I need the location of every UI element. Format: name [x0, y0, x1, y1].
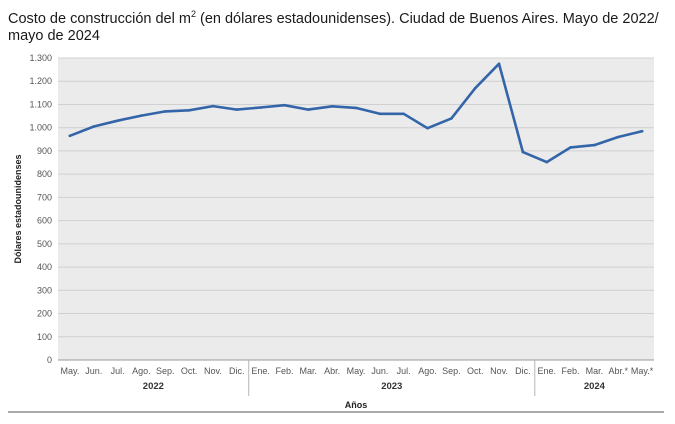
y-tick-label: 900 — [37, 146, 52, 156]
data-point — [283, 103, 286, 107]
x-tick-label: Ago. — [418, 366, 437, 376]
y-tick-label: 1.200 — [29, 76, 52, 86]
data-point — [497, 62, 501, 66]
x-tick-label: Mar. — [586, 366, 604, 376]
y-tick-label: 700 — [37, 192, 52, 202]
data-point — [259, 106, 262, 109]
data-point — [140, 114, 143, 117]
x-tick-label: Jun. — [85, 366, 102, 376]
data-point — [307, 108, 310, 111]
data-point — [640, 129, 644, 133]
gridlines — [58, 57, 654, 361]
data-point — [593, 143, 596, 147]
data-point — [211, 104, 215, 108]
x-tick-label: Dic. — [229, 366, 245, 376]
y-tick-label: 0 — [47, 355, 52, 365]
x-tick-label: Ene. — [537, 366, 556, 376]
data-point — [569, 146, 572, 149]
y-tick-label: 1.000 — [29, 123, 52, 133]
year-groups: 2022 2023 2024 — [143, 360, 606, 396]
x-tick-label: May. — [60, 366, 79, 376]
x-tick-label: Nov. — [204, 366, 222, 376]
x-tick-label: Ene. — [251, 366, 270, 376]
y-tick-label: 200 — [37, 309, 52, 319]
x-tick-label: Oct. — [467, 366, 484, 376]
data-point — [68, 134, 72, 138]
x-axis-label: Años — [345, 400, 368, 410]
year-label: 2024 — [584, 381, 606, 392]
x-tick-label: Dic. — [515, 366, 531, 376]
data-point — [378, 112, 382, 116]
data-point — [116, 119, 119, 122]
x-tick-label: May. — [347, 366, 366, 376]
x-tick-label: Ago. — [132, 366, 151, 376]
x-tick-label: Nov. — [490, 366, 508, 376]
x-tick-label: Jul. — [397, 366, 411, 376]
data-point — [187, 109, 191, 112]
data-point — [235, 108, 239, 111]
y-tick-label: 1.100 — [29, 99, 52, 109]
x-tick-label: May.* — [631, 366, 654, 376]
x-tick-label: Abr.* — [608, 366, 628, 376]
y-tick-label: 100 — [37, 332, 52, 342]
y-axis-ticks: 0 100 200 300 400 500 600 700 800 900 1.000 1.100 1.… — [29, 53, 52, 365]
year-label: 2022 — [143, 381, 164, 392]
data-point — [354, 106, 358, 110]
x-tick-label: Feb. — [562, 366, 580, 376]
x-tick-label: Abr. — [324, 366, 340, 376]
x-tick-label: Mar. — [300, 366, 318, 376]
data-point — [616, 135, 620, 139]
data-point — [473, 86, 477, 90]
y-axis-label: Dólares estadounidenses — [13, 154, 23, 263]
year-label: 2023 — [381, 381, 402, 392]
x-tick-label: Sep. — [156, 366, 175, 376]
x-axis-ticks: May. Jun. Jul. Ago. Sep. Oct. Nov. Dic. Ene. Feb.… — [60, 366, 653, 376]
data-point — [92, 125, 96, 128]
x-tick-label: Feb. — [275, 366, 293, 376]
data-point — [164, 110, 167, 113]
y-tick-label: 300 — [37, 285, 52, 295]
series-lines — [68, 62, 644, 164]
x-tick-label: Oct. — [181, 366, 198, 376]
data-point — [426, 126, 429, 130]
data-point — [330, 105, 334, 108]
y-tick-label: 600 — [37, 216, 52, 226]
y-tick-label: 500 — [37, 239, 52, 249]
chart-title: Costo de construcción del m2 (en dólares… — [8, 9, 659, 44]
x-tick-label: Sep. — [442, 366, 461, 376]
data-point — [450, 117, 453, 120]
x-tick-label: Jun. — [371, 366, 388, 376]
plot-area — [58, 58, 654, 360]
y-tick-label: 1.300 — [29, 53, 52, 63]
data-point — [545, 160, 548, 164]
x-tick-label: Jul. — [111, 366, 125, 376]
y-tick-label: 800 — [37, 169, 52, 179]
data-point — [402, 112, 406, 116]
data-point — [521, 150, 525, 154]
y-tick-label: 400 — [37, 262, 52, 272]
